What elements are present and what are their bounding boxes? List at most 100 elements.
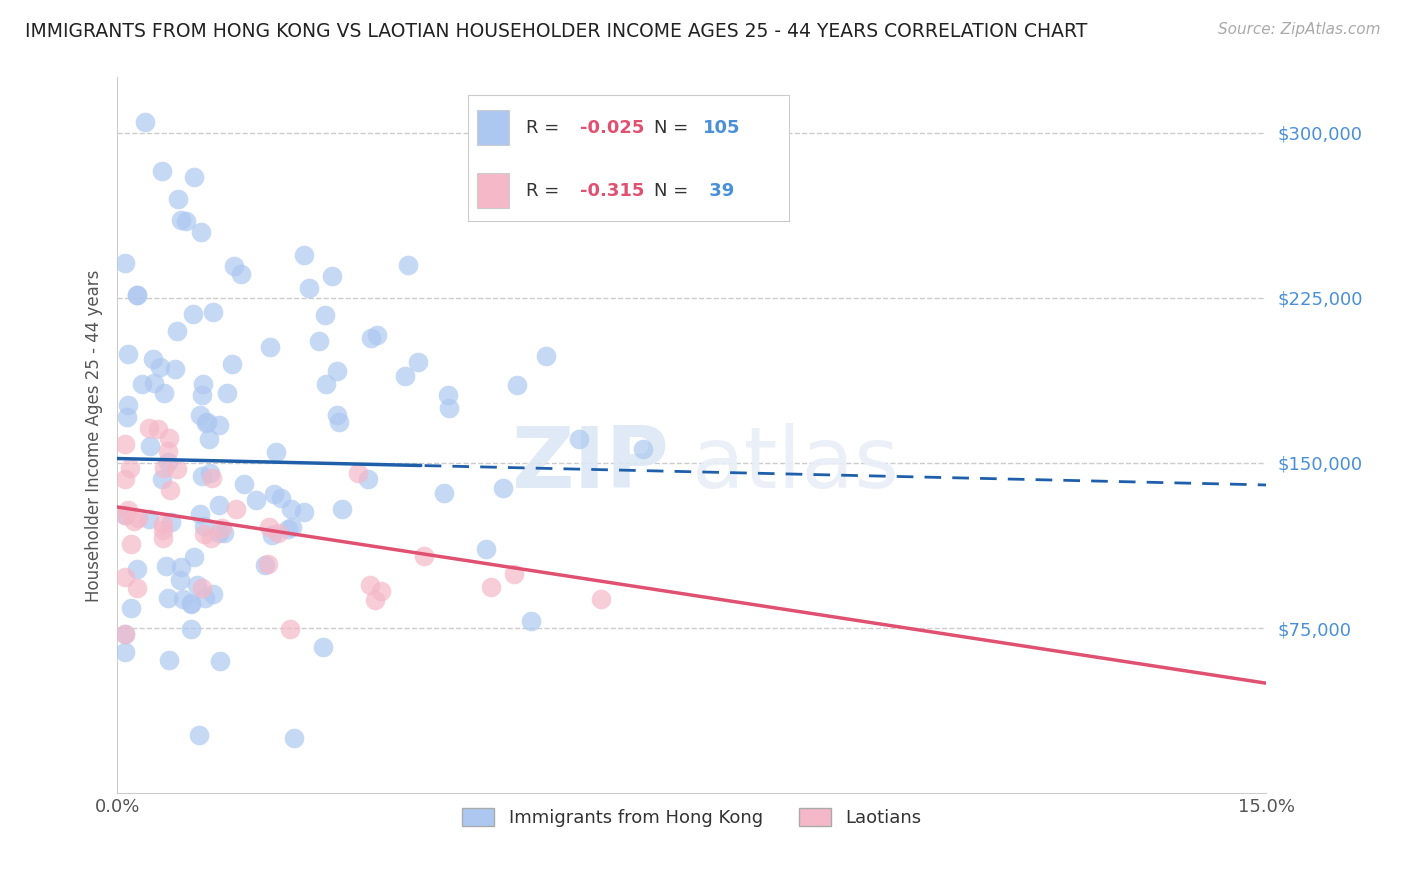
Point — [160, 515, 183, 529]
Point — [117, 347, 139, 361]
Point — [195, 416, 218, 430]
Point — [200, 467, 222, 481]
Point — [180, 622, 202, 636]
Point — [159, 483, 181, 497]
Point — [169, 573, 191, 587]
Point — [191, 468, 214, 483]
Point — [364, 593, 387, 607]
Point — [229, 267, 252, 281]
Point — [211, 521, 233, 535]
Point — [325, 408, 347, 422]
Point — [312, 640, 335, 654]
Point — [120, 600, 142, 615]
Point — [188, 507, 211, 521]
Point — [125, 287, 148, 301]
Point — [212, 525, 235, 540]
Point — [357, 472, 380, 486]
Point — [224, 260, 246, 274]
Point — [114, 626, 136, 640]
Point — [492, 482, 515, 496]
Point — [152, 523, 174, 537]
Point — [232, 476, 254, 491]
Point — [117, 503, 139, 517]
Point — [120, 460, 142, 475]
Point — [114, 627, 136, 641]
Point — [114, 508, 136, 522]
Point — [157, 455, 180, 469]
Point — [253, 558, 276, 573]
Point — [479, 580, 502, 594]
Point — [359, 578, 381, 592]
Point — [170, 213, 193, 227]
Point — [536, 349, 558, 363]
Point — [114, 570, 136, 584]
Point — [183, 169, 205, 184]
Point — [152, 531, 174, 545]
Point — [166, 324, 188, 338]
Point — [263, 487, 285, 501]
Point — [257, 519, 280, 533]
Point — [174, 213, 197, 227]
Point — [195, 416, 218, 430]
Point — [165, 362, 187, 376]
Point — [503, 567, 526, 582]
Point — [150, 472, 173, 486]
Point — [314, 308, 336, 322]
Point — [201, 471, 224, 485]
Point — [122, 514, 145, 528]
Point — [150, 164, 173, 178]
Point — [180, 597, 202, 611]
Point — [245, 493, 267, 508]
Point — [172, 591, 194, 606]
Point — [186, 578, 208, 592]
Point — [127, 581, 149, 595]
Point — [152, 516, 174, 531]
Point — [519, 614, 541, 628]
Point — [188, 728, 211, 742]
Point — [138, 421, 160, 435]
Point — [190, 225, 212, 239]
Point — [191, 376, 214, 391]
Point — [267, 526, 290, 541]
Point — [281, 519, 304, 533]
Point — [413, 549, 436, 563]
Point — [153, 460, 176, 475]
Point — [157, 444, 180, 458]
Point — [225, 501, 247, 516]
Point — [280, 502, 302, 516]
Point — [360, 331, 382, 345]
Point — [120, 537, 142, 551]
Point — [208, 654, 231, 668]
Point — [170, 560, 193, 574]
Point — [270, 491, 292, 505]
Point — [153, 385, 176, 400]
Point — [257, 557, 280, 571]
Point — [264, 444, 287, 458]
Point — [315, 377, 337, 392]
Point — [134, 115, 156, 129]
Text: IMMIGRANTS FROM HONG KONG VS LAOTIAN HOUSEHOLDER INCOME AGES 25 - 44 YEARS CORRE: IMMIGRANTS FROM HONG KONG VS LAOTIAN HOU… — [25, 22, 1088, 41]
Point — [591, 591, 613, 606]
Point — [167, 192, 190, 206]
Point — [194, 591, 217, 605]
Legend: Immigrants from Hong Kong, Laotians: Immigrants from Hong Kong, Laotians — [454, 801, 929, 834]
Text: ZIP: ZIP — [510, 423, 669, 506]
Point — [568, 432, 591, 446]
Point — [475, 541, 498, 556]
Point — [114, 256, 136, 270]
Point — [330, 502, 353, 516]
Point — [633, 442, 655, 456]
Point — [283, 731, 305, 746]
Point — [183, 550, 205, 565]
Point — [149, 359, 172, 374]
Point — [114, 437, 136, 451]
Point — [146, 422, 169, 436]
Point — [328, 415, 350, 429]
Point — [208, 525, 231, 540]
Point — [221, 357, 243, 371]
Point — [200, 531, 222, 545]
Point — [198, 433, 221, 447]
Point — [394, 369, 416, 384]
Point — [127, 287, 149, 301]
Point — [437, 401, 460, 415]
